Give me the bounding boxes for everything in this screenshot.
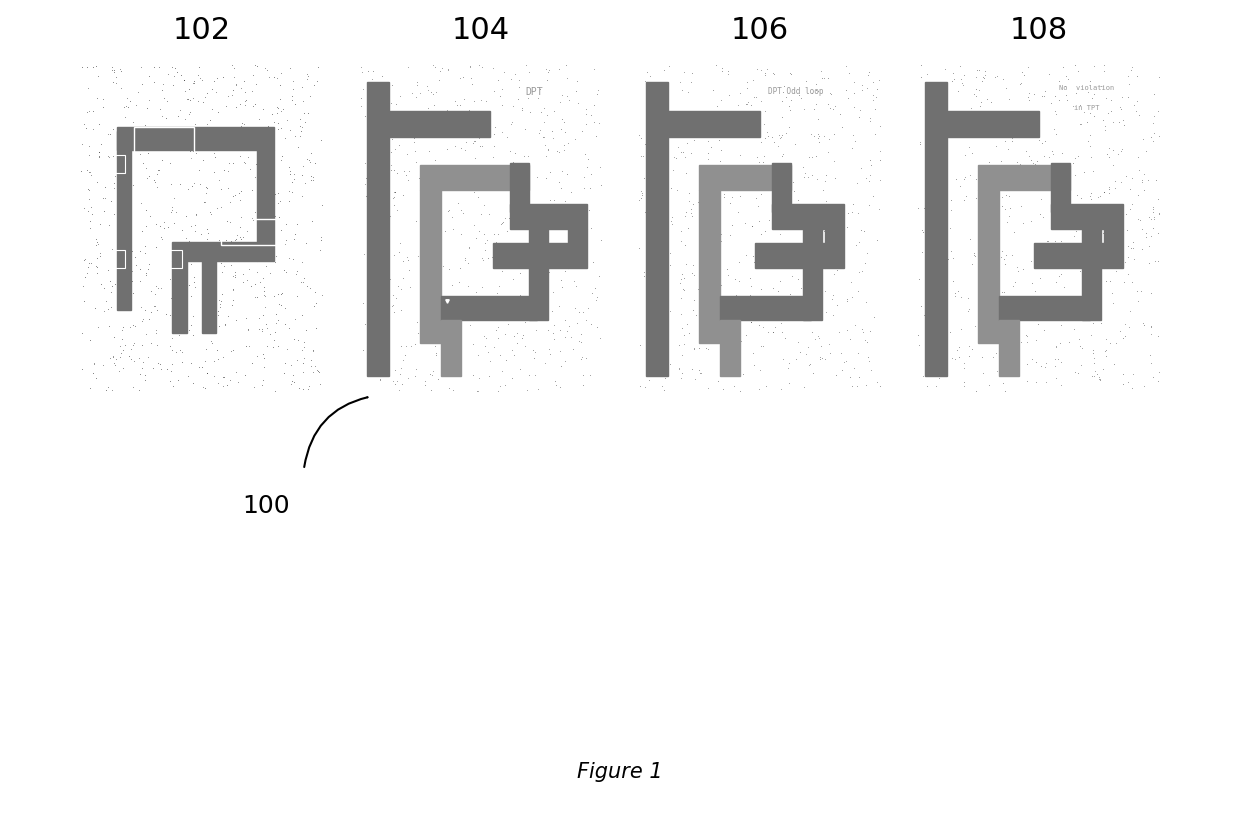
Bar xyxy=(510,163,528,212)
Bar xyxy=(946,111,1039,137)
Bar xyxy=(388,111,490,137)
Bar xyxy=(771,204,844,229)
Bar xyxy=(112,250,125,268)
Text: 100: 100 xyxy=(242,494,289,518)
Bar xyxy=(1104,229,1123,268)
Bar xyxy=(492,243,568,268)
Text: DPT: DPT xyxy=(525,87,543,96)
Bar xyxy=(1083,216,1101,320)
Bar xyxy=(510,204,587,229)
Bar xyxy=(998,320,1019,376)
Bar xyxy=(998,296,1090,320)
Bar xyxy=(667,111,759,137)
Bar xyxy=(925,82,946,376)
Bar xyxy=(1050,163,1070,212)
Text: in TPT: in TPT xyxy=(1074,105,1100,111)
Bar xyxy=(1034,243,1104,268)
Bar xyxy=(112,155,125,173)
Bar xyxy=(202,261,216,333)
Bar xyxy=(172,261,187,333)
Text: No  violation: No violation xyxy=(1059,85,1115,92)
Bar xyxy=(804,216,822,320)
Bar xyxy=(978,190,998,343)
Bar xyxy=(646,82,667,376)
Bar xyxy=(134,127,195,157)
Bar xyxy=(719,320,740,376)
Bar xyxy=(528,216,548,320)
Bar xyxy=(169,250,182,268)
Bar xyxy=(719,296,811,320)
Text: 104: 104 xyxy=(451,16,510,45)
Text: Figure 1: Figure 1 xyxy=(577,762,663,782)
Bar xyxy=(420,190,440,343)
Bar xyxy=(257,150,274,261)
Text: 102: 102 xyxy=(172,16,231,45)
Bar xyxy=(117,127,274,150)
Text: DPT Odd loop: DPT Odd loop xyxy=(768,87,823,96)
Bar xyxy=(420,165,528,190)
Bar xyxy=(367,82,388,376)
Bar xyxy=(755,243,825,268)
Bar xyxy=(172,242,257,261)
Bar xyxy=(699,190,719,343)
Bar xyxy=(825,229,844,268)
Bar xyxy=(221,219,289,245)
Bar xyxy=(440,320,461,376)
Bar xyxy=(117,131,131,310)
Bar xyxy=(978,165,1070,190)
Bar xyxy=(440,296,537,320)
Bar xyxy=(1050,204,1123,229)
Bar xyxy=(771,163,791,212)
Text: 106: 106 xyxy=(730,16,789,45)
Bar xyxy=(699,165,791,190)
Bar xyxy=(568,229,587,268)
Text: 108: 108 xyxy=(1009,16,1068,45)
FancyArrowPatch shape xyxy=(304,397,367,467)
Bar xyxy=(257,150,274,261)
